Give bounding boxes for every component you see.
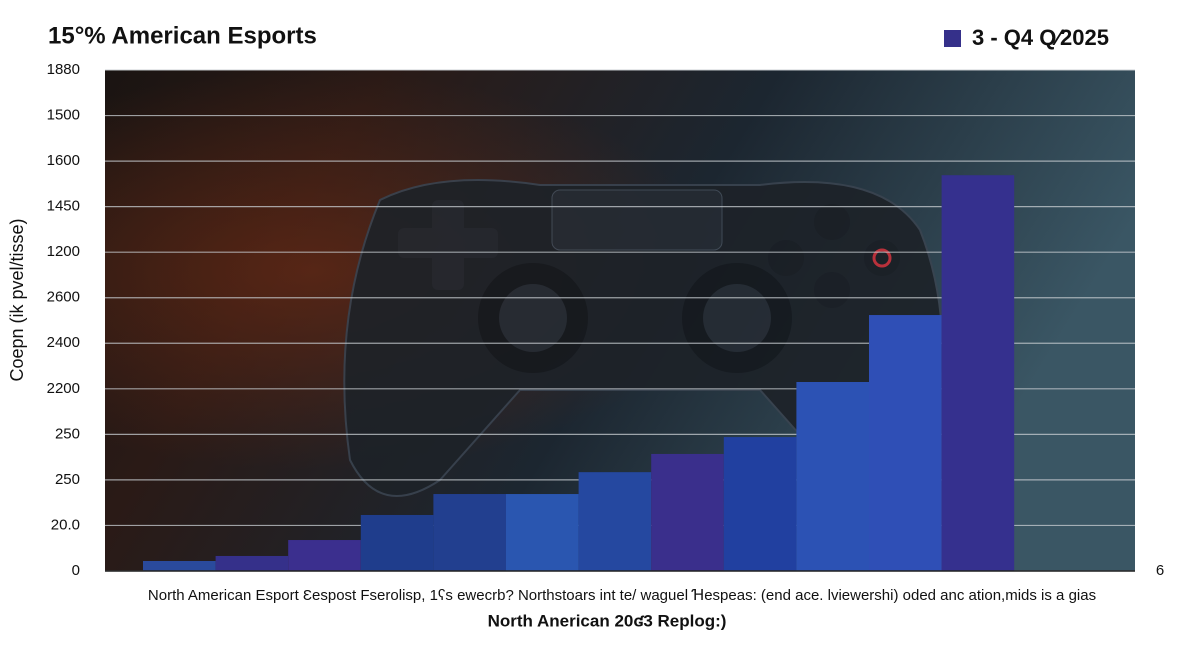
legend-label: 3 - Q4 Q⁄2025 bbox=[972, 25, 1109, 50]
bar bbox=[143, 560, 216, 571]
y-tick-label: 250 bbox=[55, 425, 80, 442]
bar bbox=[941, 175, 1015, 571]
bar bbox=[288, 540, 361, 571]
y-axis-label: Coepn (ik pvel/tisse) bbox=[7, 218, 27, 381]
right-note: 6 bbox=[1156, 562, 1164, 579]
y-tick-label: 20.0 bbox=[51, 516, 80, 533]
y-tick-label: 2600 bbox=[47, 289, 80, 306]
y-tick-label: 0 bbox=[72, 562, 80, 579]
bar bbox=[360, 514, 434, 571]
y-tick-label: 1200 bbox=[47, 243, 80, 260]
y-tick-label: 2400 bbox=[47, 334, 80, 351]
y-tick-label: 1500 bbox=[47, 107, 80, 124]
y-tick-label: 2200 bbox=[47, 380, 80, 397]
y-tick-label: 1880 bbox=[47, 61, 80, 78]
chart-title: 15°% American Esports bbox=[48, 22, 317, 49]
x-axis-label: North Anerican 20ʛ3 Replog:) bbox=[488, 611, 727, 630]
bar bbox=[215, 555, 289, 571]
bar bbox=[651, 453, 724, 571]
bar bbox=[796, 381, 869, 571]
bar bbox=[433, 494, 506, 571]
y-tick-label: 1600 bbox=[47, 152, 80, 169]
bar bbox=[723, 437, 797, 571]
y-tick-label: 1450 bbox=[47, 198, 80, 215]
x-caption: North American Esport Ɛespost Fserolisp,… bbox=[148, 587, 1096, 604]
bar bbox=[869, 315, 942, 571]
y-tick-label: 250 bbox=[55, 471, 80, 488]
bar bbox=[578, 472, 652, 571]
bar bbox=[506, 494, 579, 571]
controller-image bbox=[343, 179, 944, 499]
legend-swatch bbox=[944, 30, 961, 47]
